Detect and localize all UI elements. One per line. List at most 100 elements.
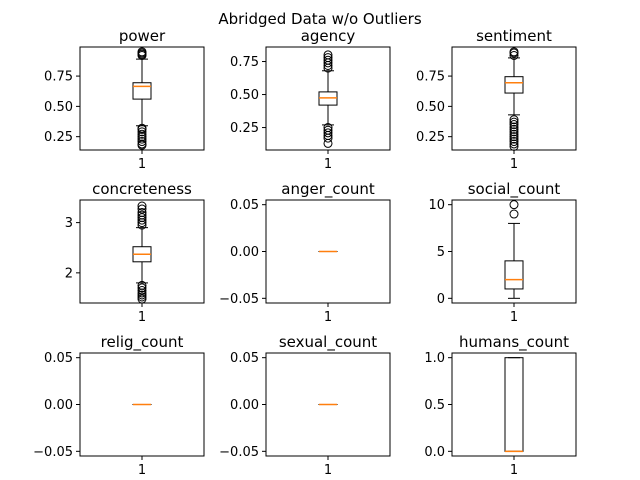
subplot-agency: agency 0.25 0.50 0.75 1 [230,27,391,172]
y-tick-label: 0.25 [230,121,259,136]
outlier-point [323,55,333,65]
outlier-point [137,285,147,295]
outlier-point [509,50,519,60]
outlier-point [509,137,519,147]
y-tick-label: 0.50 [416,100,445,115]
subplot-title: social_count [468,180,561,199]
axes-frame [265,46,391,151]
y-tick-label: 0.25 [416,130,445,145]
y-tick-label: 2 [65,266,73,281]
axes-frame [451,352,577,457]
subplot-social-count: social_count 0 5 10 1 [428,180,577,325]
x-tick-label: 1 [324,157,332,172]
y-tick-label: 0.75 [416,70,445,85]
subplot-title: anger_count [281,180,375,199]
axes-frame [451,199,577,304]
outlier-point [323,128,333,138]
outlier-point [509,129,519,139]
outlier-point [509,127,519,137]
outlier-point [137,123,147,133]
y-tick-label: 0.05 [44,351,73,366]
outlier-point [137,213,147,223]
y-tick-label: 0.25 [44,130,73,145]
box [504,260,524,290]
y-tick-label: −0.05 [219,445,259,460]
box [132,82,152,100]
y-tick-label: 0.00 [230,245,259,260]
axes-frame [79,352,205,457]
x-tick-label: 1 [138,463,146,478]
outlier-point [509,120,519,130]
subplot-title: agency [301,27,356,45]
box [504,76,524,94]
y-tick-label: 0.75 [44,70,73,85]
y-tick-label: 3 [65,216,73,231]
subplot-sentiment: sentiment 0.25 0.50 0.75 1 [416,27,577,172]
outlier-point [509,115,519,125]
outlier-point [509,139,519,149]
outlier-point [509,209,519,219]
subplot-title: relig_count [101,333,184,352]
y-tick-label: 0.05 [230,351,259,366]
outlier-point [137,210,147,220]
subplot-sexual-count: sexual_count −0.05 0.00 0.05 1 [219,333,391,478]
outlier-point [323,125,333,135]
subplot-concreteness: concreteness 2 3 1 [65,180,205,325]
y-tick-label: 0.75 [230,55,259,70]
subplot-title: humans_count [459,333,569,352]
y-tick-label: 10 [428,198,445,213]
y-tick-label: −0.05 [33,445,73,460]
outlier-point [509,122,519,132]
outlier-point [137,127,147,137]
x-tick-label: 1 [138,157,146,172]
outlier-point [137,280,147,290]
outlier-point [137,201,147,211]
outlier-point [137,283,147,293]
outlier-point [323,50,333,60]
outlier-point [509,134,519,144]
subplot-relig-count: relig_count −0.05 0.00 0.05 1 [33,333,205,478]
x-tick-label: 1 [510,310,518,325]
outlier-point [509,117,519,127]
axes-frame [451,46,577,151]
y-tick-label: 0.00 [230,398,259,413]
axes-frame [265,352,391,457]
outlier-point [509,124,519,134]
y-tick-label: 0.50 [44,100,73,115]
outlier-point [137,208,147,218]
outlier-point [137,137,147,147]
outlier-point [137,204,147,214]
outlier-point [137,129,147,139]
subplot-power: power 0.25 0.50 0.75 1 [44,27,205,172]
axes-frame [79,199,205,304]
x-tick-label: 1 [510,157,518,172]
x-tick-label: 1 [324,463,332,478]
y-tick-label: −0.05 [219,292,259,307]
y-tick-label: 0.5 [424,398,445,413]
outlier-point [137,139,147,149]
y-tick-label: 0.50 [230,88,259,103]
y-tick-label: 0 [437,292,445,307]
subplot-anger-count: anger_count −0.05 0.00 0.05 1 [219,180,391,325]
subplot-humans-count: humans_count 0.0 0.5 1.0 1 [424,333,577,478]
outlier-point [509,47,519,57]
axes-frame [265,199,391,304]
figure-suptitle: Abridged Data w/o Outliers [218,10,421,28]
outlier-point [509,200,519,210]
axes-frame [79,46,205,151]
outlier-point [323,123,333,133]
subplot-grid: power0.250.500.751agency0.250.500.751sen… [33,27,577,478]
y-tick-label: 0.05 [230,198,259,213]
subplot-title: concreteness [92,180,192,198]
x-tick-label: 1 [138,310,146,325]
outlier-point [323,53,333,63]
y-tick-label: 5 [437,245,445,260]
outlier-point [137,47,147,57]
x-tick-label: 1 [324,310,332,325]
subplot-title: power [119,27,166,45]
x-tick-label: 1 [510,463,518,478]
subplot-title: sentiment [476,27,552,45]
y-tick-label: 0.00 [44,398,73,413]
